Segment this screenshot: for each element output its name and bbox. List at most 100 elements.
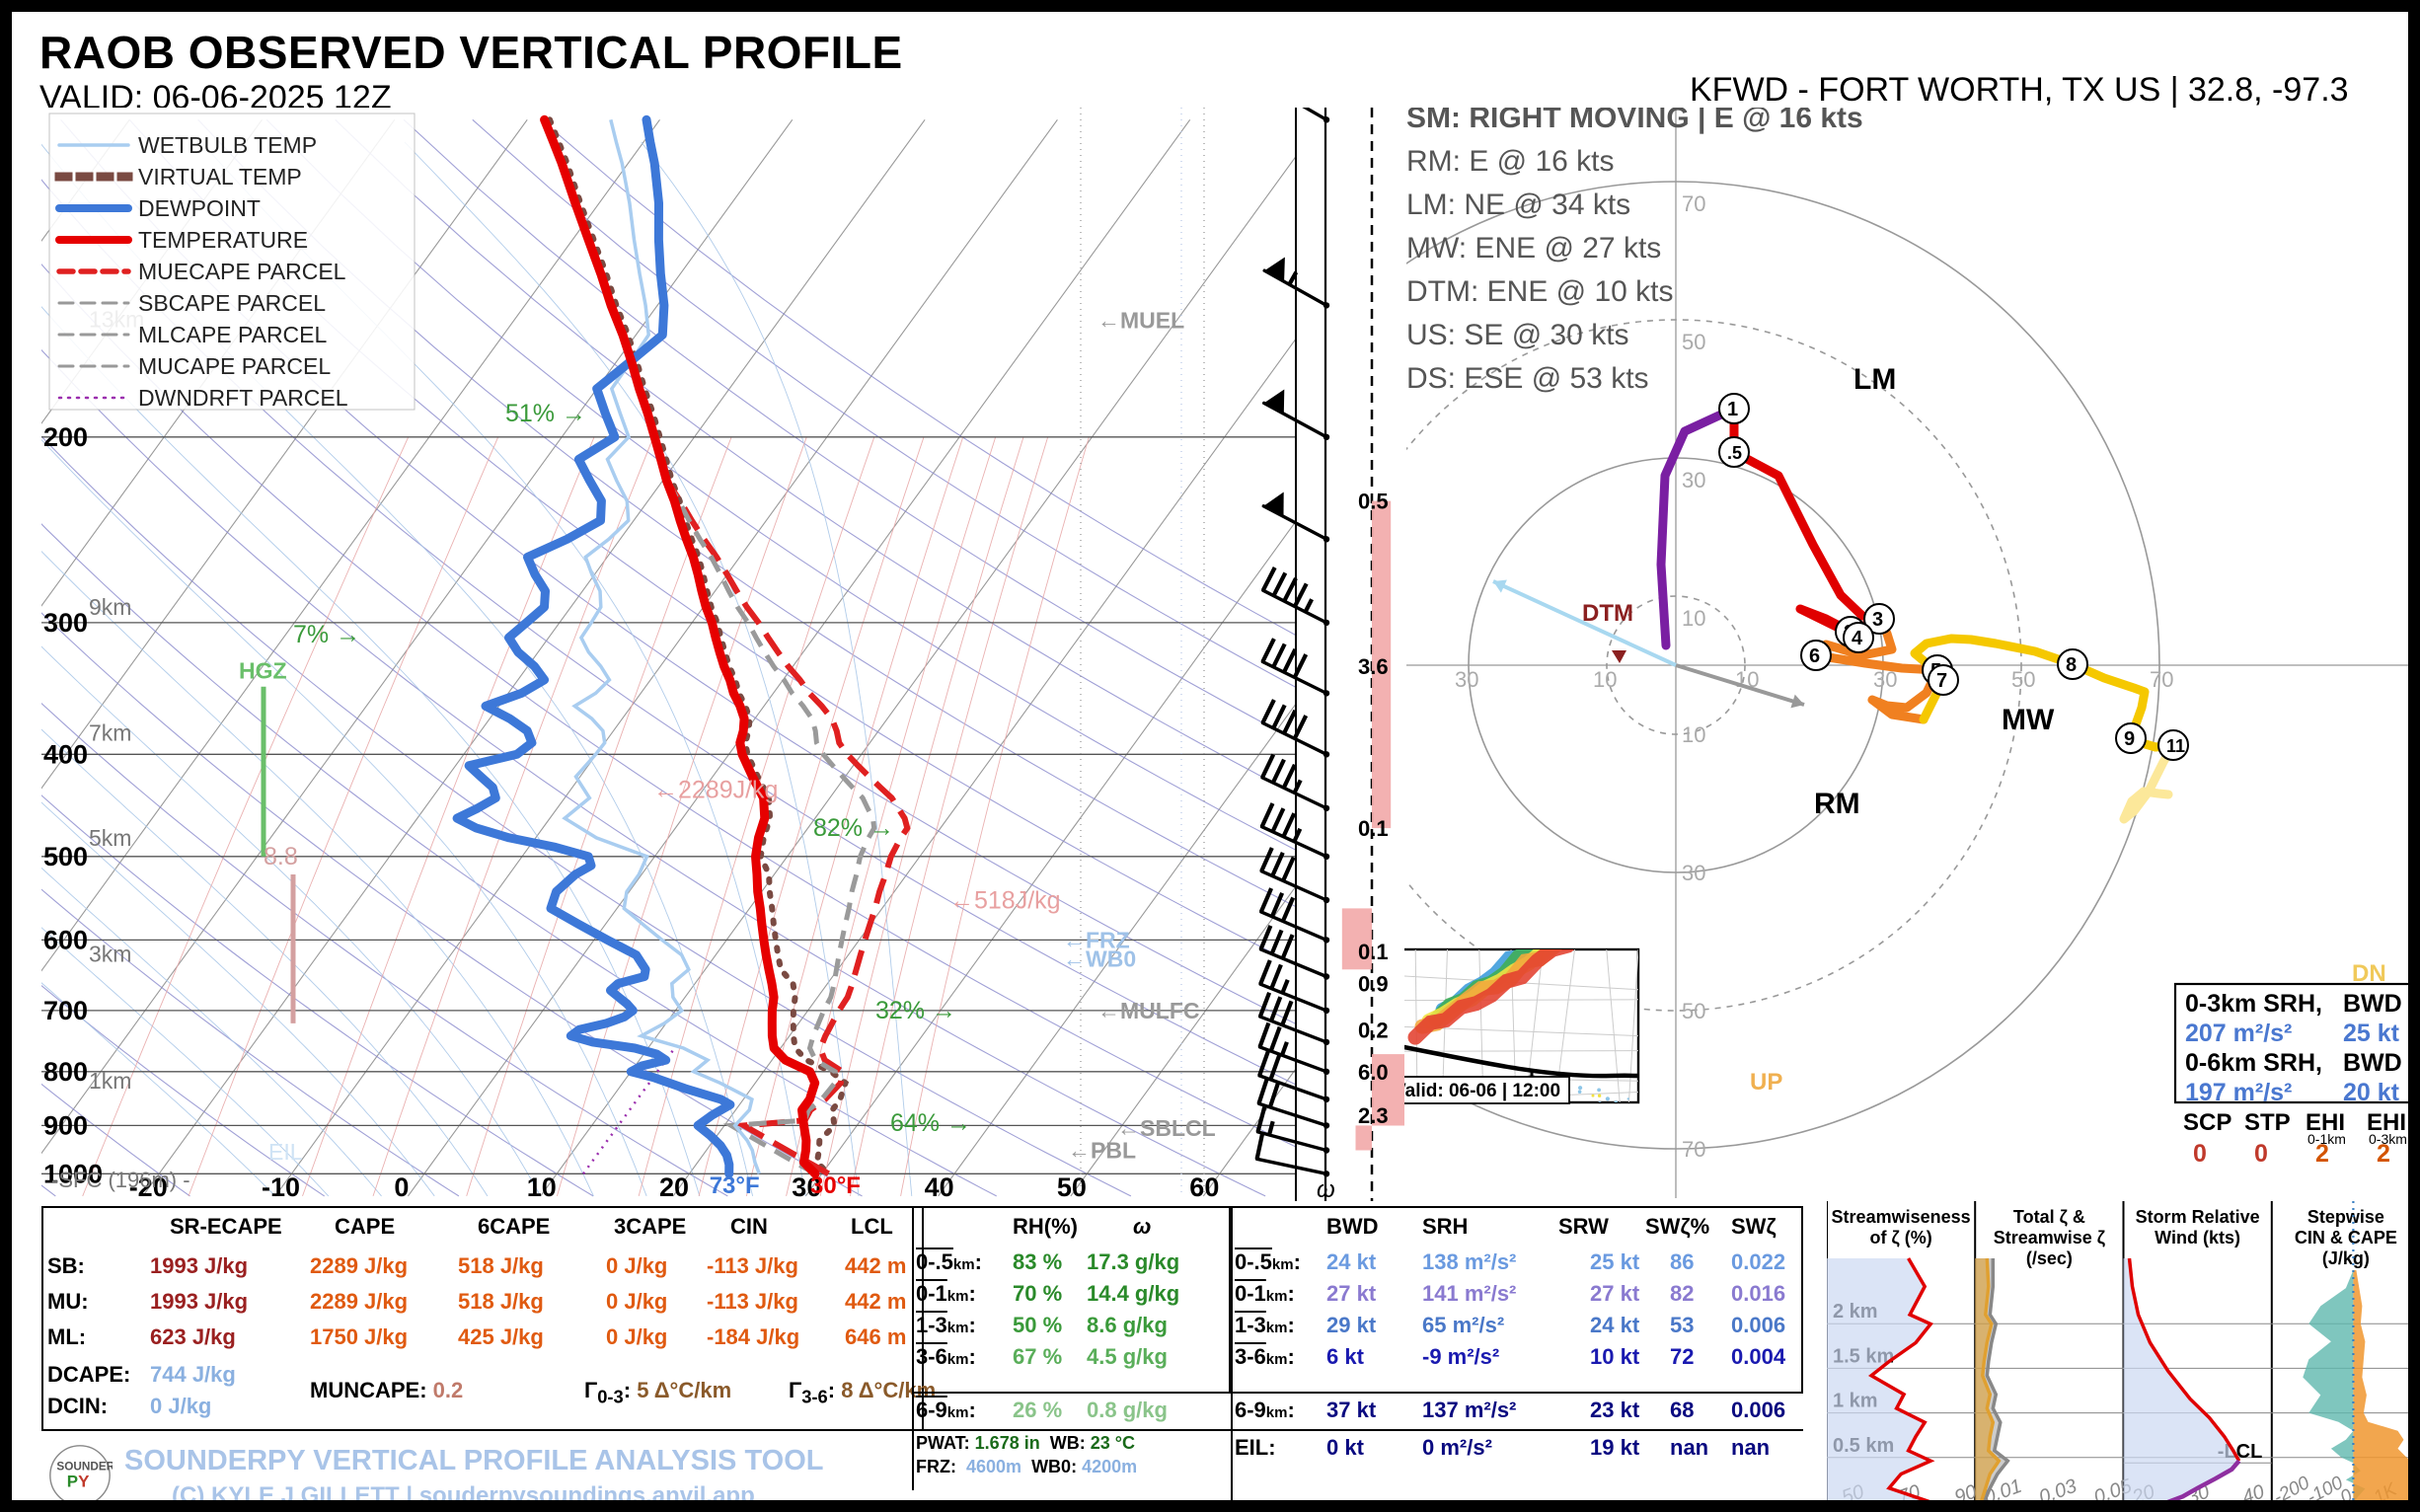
- svg-text:6: 6: [1809, 645, 1820, 667]
- svg-text:-10: -10: [262, 1172, 300, 1201]
- svg-text:BWD: BWD: [2343, 990, 2402, 1018]
- svg-text:WETBULB TEMP: WETBULB TEMP: [138, 132, 317, 158]
- svg-text:EIL: EIL: [268, 1139, 303, 1165]
- svg-text:TEMPERATURE: TEMPERATURE: [138, 227, 308, 253]
- svg-text:0-6km SRH,: 0-6km SRH,: [2185, 1049, 2322, 1077]
- svg-text:←MULFC: ←MULFC: [1097, 998, 1199, 1023]
- svg-text:50: 50: [1057, 1172, 1087, 1201]
- svg-text:BWD: BWD: [2343, 1049, 2402, 1077]
- svg-text:0: 0: [394, 1172, 409, 1201]
- svg-text:CIN & CAPE: CIN & CAPE: [2295, 1228, 2397, 1247]
- svg-text:RM: RM: [1814, 788, 1860, 820]
- svg-text:SBCAPE PARCEL: SBCAPE PARCEL: [138, 290, 326, 316]
- svg-text:2: 2: [2315, 1140, 2329, 1168]
- svg-text:2: 2: [2377, 1140, 2390, 1168]
- svg-text:DS: ESE @ 53 kts: DS: ESE @ 53 kts: [1406, 362, 1649, 395]
- svg-text:Streamwise ζ: Streamwise ζ: [1994, 1228, 2105, 1248]
- svg-text:200: 200: [43, 422, 88, 452]
- svg-text:0.5: 0.5: [1358, 490, 1389, 514]
- svg-text:Valid: 06-06 | 12:00: Valid: 06-06 | 12:00: [1404, 1081, 1560, 1101]
- svg-text:Stepwise: Stepwise: [2307, 1207, 2384, 1227]
- svg-text:10: 10: [1593, 667, 1617, 692]
- svg-text:DTM: ENE @ 10 kts: DTM: ENE @ 10 kts: [1406, 275, 1674, 308]
- svg-text:1km: 1km: [89, 1068, 131, 1094]
- svg-text:DTM: DTM: [1582, 600, 1633, 627]
- svg-text:.5: .5: [1727, 443, 1742, 463]
- svg-text:500: 500: [43, 842, 88, 871]
- svg-text:←SBLCL: ←SBLCL: [1117, 1115, 1216, 1141]
- svg-text:400: 400: [43, 739, 88, 769]
- svg-text:←2289J/kg: ←2289J/kg: [653, 777, 778, 804]
- svg-text:2.3: 2.3: [1358, 1103, 1389, 1128]
- svg-text:0.2: 0.2: [1358, 1018, 1389, 1042]
- svg-text:DEWPOINT: DEWPOINT: [138, 195, 261, 221]
- svg-text:Streamwiseness: Streamwiseness: [1832, 1207, 1971, 1227]
- svg-text:60: 60: [1189, 1172, 1219, 1201]
- svg-text:0: 0: [2254, 1140, 2268, 1168]
- svg-text:4: 4: [1852, 628, 1863, 649]
- svg-text:70: 70: [1682, 191, 1705, 216]
- svg-text:6.0: 6.0: [1358, 1060, 1389, 1085]
- svg-text:7: 7: [1936, 670, 1947, 692]
- svg-text:US: SE @ 30 kts: US: SE @ 30 kts: [1406, 319, 1629, 351]
- svg-text:←PBL: ←PBL: [1068, 1138, 1136, 1164]
- svg-text:←WB0: ←WB0: [1063, 945, 1136, 971]
- svg-text:800: 800: [43, 1057, 88, 1087]
- svg-text:20 kt: 20 kt: [2343, 1079, 2400, 1106]
- svg-text:50: 50: [1682, 330, 1705, 354]
- svg-text:32% →: 32% →: [875, 997, 956, 1024]
- svg-text:LM: NE @ 34 kts: LM: NE @ 34 kts: [1406, 189, 1630, 221]
- svg-text:of ζ (%): of ζ (%): [1869, 1228, 1931, 1248]
- svg-text:11: 11: [2166, 736, 2185, 756]
- svg-text:LM: LM: [1853, 363, 1896, 396]
- svg-text:P: P: [67, 1472, 78, 1490]
- svg-text:1: 1: [1727, 399, 1738, 420]
- svg-text:UP: UP: [1750, 1069, 1782, 1096]
- svg-text:30: 30: [1682, 468, 1705, 492]
- svg-text:600: 600: [43, 925, 88, 954]
- svg-text:25 kt: 25 kt: [2343, 1020, 2400, 1047]
- svg-text:MUCAPE PARCEL: MUCAPE PARCEL: [138, 353, 331, 379]
- svg-text:STP: STP: [2244, 1109, 2291, 1136]
- svg-text:9km: 9km: [89, 594, 131, 620]
- svg-text:3.6: 3.6: [1358, 654, 1389, 679]
- svg-text:73°F: 73°F: [710, 1172, 760, 1199]
- svg-text:Y: Y: [78, 1472, 90, 1490]
- svg-text:0.1: 0.1: [1358, 940, 1389, 964]
- svg-text:64% →: 64% →: [890, 1109, 971, 1137]
- svg-text:700: 700: [43, 996, 88, 1025]
- svg-text:300: 300: [43, 608, 88, 638]
- svg-text:Total ζ &: Total ζ &: [2013, 1207, 2085, 1228]
- svg-text:3km: 3km: [89, 941, 131, 966]
- svg-text:SM: RIGHT MOVING | E @ 16 kts: SM: RIGHT MOVING | E @ 16 kts: [1406, 108, 1863, 134]
- svg-text:51% →: 51% →: [505, 400, 586, 427]
- svg-text:30: 30: [1682, 861, 1705, 885]
- svg-text:10: 10: [1682, 722, 1705, 747]
- svg-text:70: 70: [2150, 667, 2173, 692]
- svg-text:5km: 5km: [89, 825, 131, 851]
- svg-text:Storm Relative: Storm Relative: [2136, 1207, 2260, 1227]
- svg-text:MW: MW: [2002, 704, 2055, 736]
- svg-text:DWNDRFT PARCEL: DWNDRFT PARCEL: [138, 385, 348, 411]
- svg-text:9: 9: [2124, 728, 2135, 750]
- svg-text:50: 50: [2011, 667, 2035, 692]
- svg-text:900: 900: [43, 1110, 88, 1140]
- svg-text:←518J/kg: ←518J/kg: [949, 886, 1061, 914]
- svg-text:VIRTUAL TEMP: VIRTUAL TEMP: [138, 164, 302, 189]
- svg-text:0: 0: [2193, 1140, 2207, 1168]
- svg-text:Wind (kts): Wind (kts): [2155, 1228, 2240, 1247]
- svg-text:70: 70: [1682, 1137, 1705, 1162]
- svg-text:0-3km SRH,: 0-3km SRH,: [2185, 990, 2322, 1018]
- svg-text:30°F: 30°F: [810, 1172, 861, 1199]
- svg-text:MW: ENE @ 27 kts: MW: ENE @ 27 kts: [1406, 232, 1661, 265]
- svg-text:20: 20: [659, 1172, 689, 1201]
- svg-text:←MUEL: ←MUEL: [1097, 308, 1184, 334]
- svg-text:7km: 7km: [89, 720, 131, 746]
- svg-text:MUECAPE PARCEL: MUECAPE PARCEL: [138, 259, 346, 284]
- svg-text:HGZ: HGZ: [239, 658, 287, 684]
- svg-text:(J/kg): (J/kg): [2322, 1248, 2370, 1268]
- svg-text:40: 40: [925, 1172, 954, 1201]
- svg-text:ω: ω: [1317, 1176, 1335, 1201]
- svg-text:197 m²/s²: 197 m²/s²: [2185, 1079, 2292, 1106]
- svg-text:SCP: SCP: [2183, 1109, 2231, 1136]
